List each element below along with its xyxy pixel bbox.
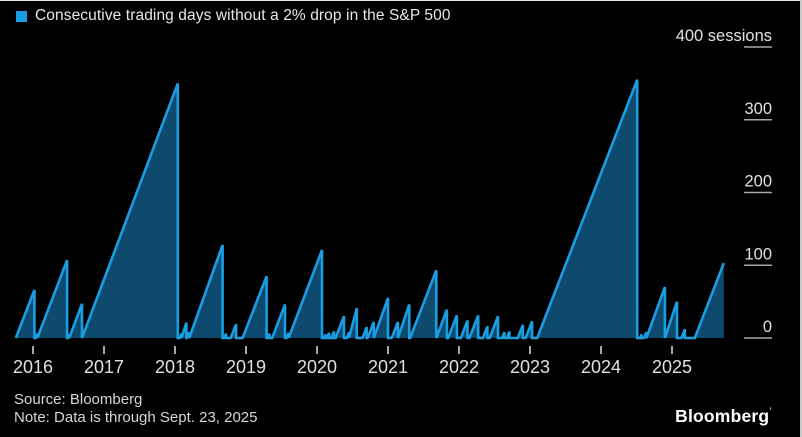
x-axis-label: 2019 — [226, 357, 266, 377]
chart-legend: Consecutive trading days without a 2% dr… — [16, 7, 451, 25]
chart-footnotes: Source: Bloomberg Note: Data is through … — [14, 391, 258, 426]
x-axis-label: 2021 — [368, 357, 408, 377]
y-axis-label: 0 — [763, 318, 772, 336]
x-axis-label: 2020 — [297, 357, 337, 377]
y-axis-label: 400 sessions — [676, 27, 772, 45]
bloomberg-logo-text: Bloomberg — [675, 406, 770, 426]
y-axis-label: 200 — [744, 173, 772, 191]
x-axis-label: 2022 — [439, 357, 479, 377]
bloomberg-logo: Bloomberg’ — [675, 406, 772, 427]
logo-trademark-icon: ’ — [769, 406, 772, 416]
x-axis-label: 2018 — [155, 357, 195, 377]
x-axis-label: 2023 — [510, 357, 550, 377]
x-axis-label: 2016 — [13, 357, 53, 377]
source-line: Source: Bloomberg — [14, 391, 143, 408]
chart-title: Consecutive trading days without a 2% dr… — [35, 7, 451, 24]
panel-right-border — [800, 0, 802, 437]
legend-series-swatch — [16, 10, 27, 22]
x-axis-label: 2025 — [652, 357, 692, 377]
note-line: Note: Data is through Sept. 23, 2025 — [14, 408, 258, 426]
x-axis-label: 2017 — [84, 357, 124, 377]
x-axis-label: 2024 — [581, 357, 621, 377]
panel-top-border — [0, 0, 802, 1]
y-axis-label: 300 — [744, 100, 772, 118]
y-axis-label: 100 — [744, 245, 772, 263]
streak-area-fill — [15, 79, 724, 338]
streak-series-line — [14, 79, 726, 340]
